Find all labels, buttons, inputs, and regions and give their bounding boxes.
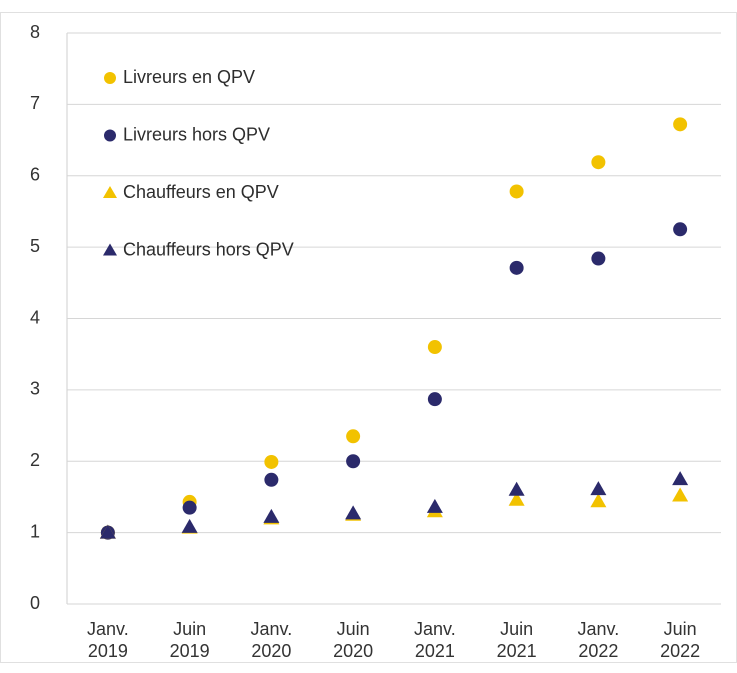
point	[427, 340, 442, 355]
point	[508, 481, 525, 496]
x-tick-label-line: 2022	[660, 641, 700, 661]
point	[508, 491, 525, 506]
y-tick-label: 5	[30, 236, 40, 256]
x-tick-label-line: 2021	[497, 641, 537, 661]
legend-label: Livreurs en QPV	[123, 67, 255, 87]
chart-frame	[0, 12, 737, 663]
legend-marker	[104, 129, 116, 142]
y-tick-label: 2	[30, 450, 40, 470]
point	[99, 524, 116, 539]
point	[182, 500, 197, 515]
point	[264, 454, 279, 469]
point	[426, 498, 443, 513]
legend-label: Livreurs hors QPV	[123, 124, 270, 144]
x-tick-label-line: 2019	[170, 641, 210, 661]
x-tick-label-line: Juin	[173, 619, 206, 639]
x-tick-label-line: Juin	[664, 619, 697, 639]
legend-label: Chauffeurs en QPV	[123, 182, 279, 202]
x-tick-label: Juin 2021	[497, 619, 537, 661]
x-tick-label: Juin 2019	[170, 619, 210, 661]
point	[591, 155, 606, 170]
point	[345, 505, 362, 520]
x-tick-label-line: 2019	[88, 641, 128, 661]
legend-marker	[104, 72, 116, 84]
point	[673, 117, 688, 132]
x-tick-label: Janv. 2022	[578, 619, 620, 661]
y-tick-label: 7	[30, 93, 40, 113]
point	[672, 471, 689, 486]
y-tick-label: 6	[30, 165, 40, 185]
x-tick-label-line: Janv.	[414, 619, 456, 639]
x-tick-label-line: 2021	[415, 641, 455, 661]
x-tick-label: Janv. 2019	[87, 619, 129, 661]
y-tick-label: 8	[30, 22, 40, 42]
y-tick-label: 3	[30, 379, 40, 399]
point	[509, 184, 524, 199]
point	[181, 518, 198, 533]
x-tick-label: Janv. 2020	[251, 619, 293, 661]
x-tick-label: Juin 2022	[660, 619, 700, 661]
point	[264, 472, 279, 487]
x-tick-label-line: Juin	[500, 619, 533, 639]
x-tick-label-line: 2022	[578, 641, 618, 661]
point	[673, 222, 688, 237]
legend-label: Chauffeurs hors QPV	[123, 239, 294, 259]
point	[346, 429, 361, 444]
y-tick-label: 4	[30, 307, 40, 327]
point	[427, 392, 442, 407]
x-tick-label: Juin 2020	[333, 619, 373, 661]
point	[346, 454, 361, 469]
point	[263, 508, 280, 523]
x-tick-label-line: Janv.	[87, 619, 129, 639]
x-tick-label-line: Juin	[337, 619, 370, 639]
x-tick-label-line: 2020	[251, 641, 291, 661]
point	[590, 481, 607, 496]
x-tick-label-line: Janv.	[578, 619, 620, 639]
y-tick-label: 1	[30, 521, 40, 541]
x-tick-label-line: 2020	[333, 641, 373, 661]
legend-marker	[103, 186, 117, 198]
point	[509, 260, 524, 275]
x-tick-label-line: Janv.	[251, 619, 293, 639]
point	[672, 487, 689, 502]
y-tick-label: 0	[30, 593, 40, 613]
x-tick-label: Janv. 2021	[414, 619, 456, 661]
point	[591, 251, 606, 266]
legend-marker	[103, 243, 117, 256]
point	[590, 493, 607, 508]
